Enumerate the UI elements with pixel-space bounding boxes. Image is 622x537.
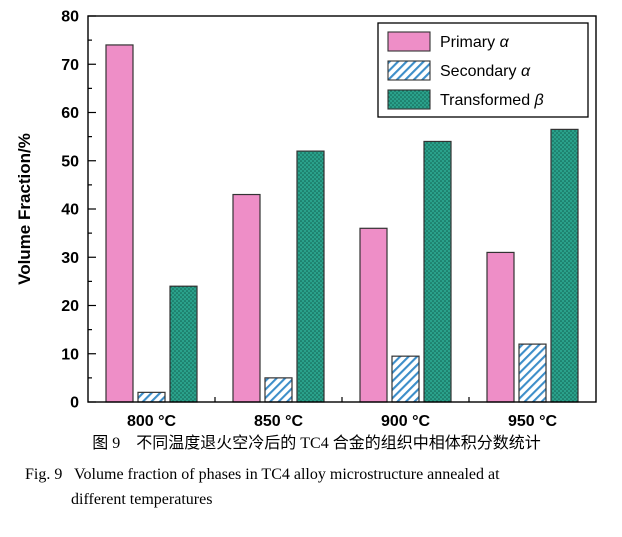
x-tick-label: 800 °C bbox=[127, 413, 177, 430]
y-tick-label: 80 bbox=[61, 9, 79, 26]
x-tick-label: 950 °C bbox=[508, 413, 558, 430]
x-tick-label: 900 °C bbox=[381, 413, 431, 430]
bar-secondary-alpha bbox=[391, 355, 420, 403]
bar-primary-alpha bbox=[232, 193, 261, 403]
y-tick-label: 60 bbox=[61, 105, 79, 122]
bar-transformed-beta bbox=[169, 285, 198, 403]
legend-label: Secondary α bbox=[440, 63, 531, 80]
y-tick-label: 10 bbox=[61, 346, 79, 363]
legend-swatch bbox=[387, 89, 431, 110]
bar-secondary-alpha bbox=[137, 391, 166, 403]
bar-primary-alpha bbox=[486, 251, 515, 403]
y-tick-label: 0 bbox=[70, 395, 79, 412]
legend-swatch bbox=[387, 60, 431, 81]
legend-label: Transformed β bbox=[440, 92, 544, 109]
bar-transformed-beta bbox=[423, 140, 452, 403]
bar-primary-alpha bbox=[359, 227, 388, 403]
bar-secondary-alpha bbox=[518, 343, 547, 403]
bar-chart: 0 10 20 30 40 50 60 70 80 Volume Fraction/% 800 °C… bbox=[15, 9, 597, 430]
y-axis-title: Volume Fraction/% bbox=[15, 133, 34, 285]
chart-area: 0 10 20 30 40 50 60 70 80 Volume Fraction/% 800 °C… bbox=[15, 9, 597, 430]
y-tick-label: 50 bbox=[61, 153, 79, 170]
bar-transformed-beta bbox=[550, 128, 579, 403]
x-tick-label: 850 °C bbox=[254, 413, 304, 430]
caption-en-line2: different temperatures bbox=[71, 490, 213, 508]
figure-captions: 图 9 不同温度退火空冷后的 TC4 合金的组织中相体积分数统计 Fig. 9 … bbox=[0, 430, 622, 512]
bar-primary-alpha bbox=[105, 44, 134, 403]
y-tick-label: 70 bbox=[61, 57, 79, 74]
y-tick-label: 20 bbox=[61, 298, 79, 315]
y-tick-label: 40 bbox=[61, 202, 79, 219]
caption-zh: 图 9 不同温度退火空冷后的 TC4 合金的组织中相体积分数统计 bbox=[92, 435, 541, 452]
plot-frame bbox=[87, 15, 597, 403]
legend-label: Primary α bbox=[440, 34, 510, 51]
bar-transformed-beta bbox=[296, 150, 325, 403]
legend-swatch bbox=[387, 31, 431, 52]
caption-en-line1: Fig. 9 Volume fraction of phases in TC4 … bbox=[25, 465, 500, 483]
y-tick-label: 30 bbox=[61, 250, 79, 267]
bar-secondary-alpha bbox=[264, 377, 293, 403]
